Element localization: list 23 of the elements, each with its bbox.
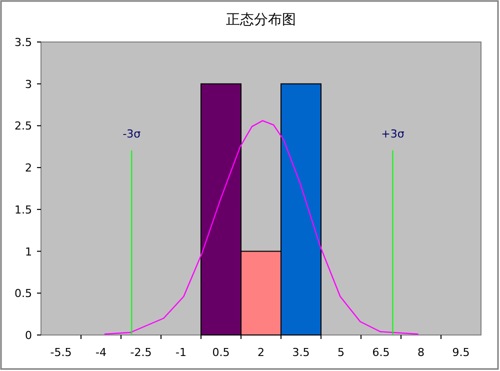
line-series (104, 120, 419, 335)
y-tick-label: 3.5 (14, 36, 32, 49)
x-tick-label: 5 (338, 346, 344, 359)
x-tick-label: -5.5 (50, 346, 72, 359)
x-tick-label: 0.5 (212, 346, 230, 359)
x-tick-label: 2 (258, 346, 264, 359)
ref-line-label: -3σ (122, 127, 141, 140)
x-tick-label: -4 (96, 346, 106, 359)
chart-title: 正态分布图 (226, 12, 296, 28)
x-tick-label: 3.5 (292, 346, 310, 359)
x-tick-label: 6.5 (372, 346, 390, 359)
y-tick-label: 0.5 (14, 287, 32, 300)
y-tick-label: 2 (25, 162, 32, 175)
ref-line-label: +3σ (381, 127, 404, 140)
y-tick-label: 1.5 (14, 203, 32, 216)
y-tick-label: 2.5 (14, 120, 32, 133)
y-tick-label: 1 (25, 245, 32, 258)
y-tick-label: 0 (25, 329, 32, 342)
y-tick-label: 3 (25, 78, 32, 91)
x-tick-label: 9.5 (452, 346, 470, 359)
x-tick-label: -1 (176, 346, 186, 359)
x-tick-label: -2.5 (130, 346, 152, 359)
x-tick-label: 8 (418, 346, 424, 359)
